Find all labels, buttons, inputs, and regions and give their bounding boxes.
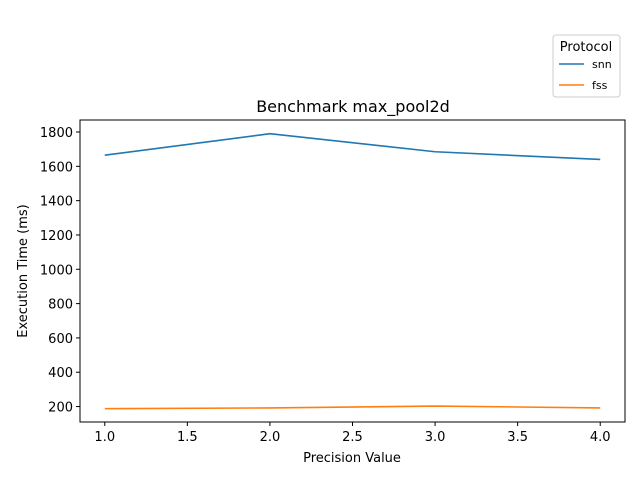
y-tick-label: 200	[48, 401, 73, 416]
x-tick-label: 1.0	[94, 430, 115, 445]
plot-frame	[79, 119, 626, 423]
y-tick-label: 1800	[40, 126, 73, 141]
y-tick-label: 1600	[40, 160, 73, 175]
x-axis: 1.0 1.5 2.0 2.5 3.0 3.5 4.0	[94, 422, 611, 445]
y-tick-label: 1200	[40, 229, 73, 244]
legend: Protocol snn fss	[552, 34, 621, 98]
x-axis-label: Precision Value	[303, 451, 401, 466]
legend-label-fss: fss	[592, 79, 608, 92]
legend-box	[552, 34, 621, 98]
series-line-fss	[104, 405, 601, 410]
x-tick-label: 4.0	[590, 430, 611, 445]
chart-title: Benchmark max_pool2d	[256, 97, 450, 117]
y-tick-label: 1000	[40, 263, 73, 278]
legend-title: Protocol	[560, 40, 612, 55]
y-tick-label: 600	[48, 332, 73, 347]
x-tick-label: 3.5	[507, 430, 528, 445]
y-tick-label: 800	[48, 298, 73, 313]
y-axis-label: Execution Time (ms)	[16, 204, 31, 337]
legend-label-snn: snn	[592, 58, 612, 71]
y-tick-label: 1400	[40, 195, 73, 210]
x-tick-label: 1.5	[177, 430, 198, 445]
y-axis: 200 400 600 800 1000 1200 1400 1600 1800	[40, 126, 80, 416]
x-tick-label: 2.0	[260, 430, 281, 445]
y-tick-label: 400	[48, 366, 73, 381]
legend-items: snn fss	[559, 58, 612, 92]
x-tick-label: 2.5	[342, 430, 363, 445]
series-lines	[104, 132, 601, 410]
x-tick-label: 3.0	[425, 430, 446, 445]
series-line-snn	[104, 132, 601, 161]
